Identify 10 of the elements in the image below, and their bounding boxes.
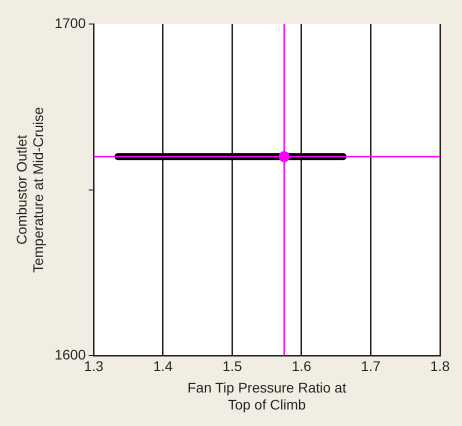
x-tick-label: 1.3 bbox=[84, 358, 104, 374]
x-tick-label: 1.4 bbox=[153, 358, 173, 374]
y-tick-label: 1600 bbox=[54, 346, 86, 362]
x-tick-label: 1.8 bbox=[430, 358, 450, 374]
x-tick-label: 1.6 bbox=[292, 358, 312, 374]
x-tick-label: 1.5 bbox=[222, 358, 242, 374]
y-tick-label: 1700 bbox=[54, 14, 86, 31]
x-axis-title: Fan Tip Pressure Ratio at Top of Climb bbox=[187, 380, 346, 412]
x-tick-label: 1.7 bbox=[361, 358, 381, 374]
y-axis-title: Combustor Outlet Temperature at Mid-Cruise bbox=[13, 106, 46, 273]
